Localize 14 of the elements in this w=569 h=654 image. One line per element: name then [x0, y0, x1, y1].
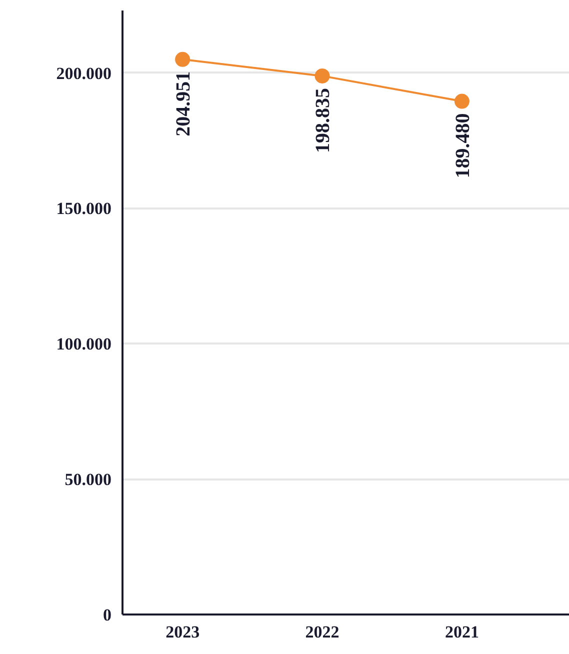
y-tick-label: 50.000 [64, 470, 112, 490]
text: 198.835 [312, 88, 334, 153]
y-tick-label: 150.000 [56, 199, 112, 218]
x-tick-label: 2023 [166, 622, 200, 642]
x-tick-label: 2021 [444, 622, 479, 642]
y-tick-label: 0 [103, 606, 112, 624]
y-tick-label: 100.000 [56, 334, 112, 354]
point [454, 94, 470, 109]
point [175, 52, 190, 67]
x-tick-label: 2022 [305, 622, 340, 642]
point [314, 68, 330, 84]
text: 189.480 [452, 113, 474, 178]
y-tick-label: 200.000 [56, 64, 112, 83]
text: 204.951 [172, 71, 195, 136]
